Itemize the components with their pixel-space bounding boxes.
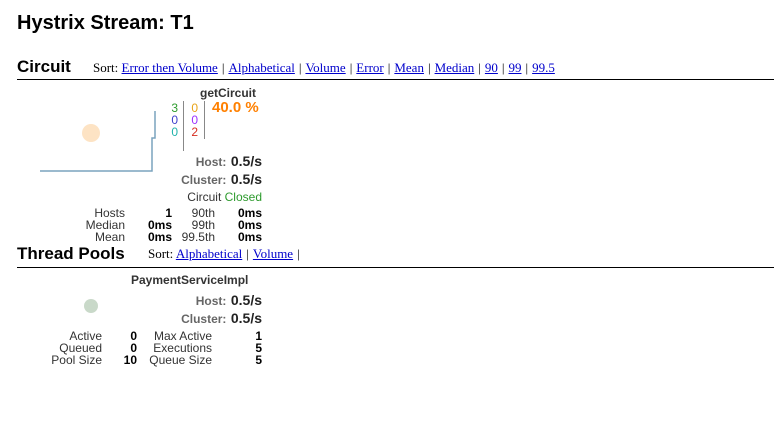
thread-pool-name: PaymentServiceImpl — [131, 273, 249, 287]
sort-99-link[interactable]: 99 — [508, 60, 522, 75]
circuit-status-row: Circuit Closed — [150, 190, 262, 204]
pool-host-rate-row: Host: 0.5/s — [150, 292, 262, 310]
bad-request-count: 0 — [171, 125, 178, 139]
circuit-sort-bar: Sort: Error then Volume | Alphabetical | Vol… — [93, 60, 555, 75]
page-title: Hystrix Stream: T1 — [17, 12, 194, 34]
active-label: Active — [69, 329, 102, 343]
thread-pools-sort-bar: Sort: Alphabetical | Volume | — [148, 246, 300, 261]
median-label: Median — [85, 218, 125, 232]
active-value: 0 — [130, 329, 137, 343]
p99-5-label: 99.5th — [181, 230, 215, 244]
sort-label: Sort: — [93, 60, 119, 75]
cluster-label: Cluster: — [181, 173, 227, 187]
circuit-label: Circuit — [187, 190, 222, 204]
cluster-rate: 0.5/s — [230, 171, 262, 187]
p99-value: 0ms — [237, 218, 262, 232]
sort-volume-link[interactable]: Volume — [305, 60, 346, 75]
pool-health-bubble — [84, 299, 98, 313]
failure-count: 2 — [191, 125, 198, 139]
circuit-name: getCircuit — [200, 86, 257, 100]
sort-mean-link[interactable]: Mean — [394, 60, 424, 75]
success-count: 3 — [171, 101, 178, 115]
p99-5-value: 0ms — [237, 230, 262, 244]
pool-cluster-rate: 0.5/s — [230, 310, 262, 326]
queued-label: Queued — [59, 341, 102, 355]
p90-value: 0ms — [237, 206, 262, 220]
pool-cluster-rate-row: Cluster: 0.5/s — [150, 310, 262, 328]
sort-90-link[interactable]: 90 — [484, 60, 498, 75]
pool-host-label: Host: — [195, 294, 227, 308]
queue-size-label: Queue Size — [149, 353, 212, 367]
sort-error-link[interactable]: Error — [356, 60, 384, 75]
health-bubble — [82, 124, 100, 142]
sort-alphabetical-link[interactable]: Alphabetical — [228, 60, 295, 75]
circuit-status: Closed — [224, 190, 262, 204]
pool-host-rate: 0.5/s — [230, 292, 262, 308]
queued-value: 0 — [130, 341, 137, 355]
max-active-value: 1 — [255, 329, 262, 343]
p90-label: 90th — [191, 206, 215, 220]
executions-label: Executions — [153, 341, 212, 355]
queue-size-value: 5 — [255, 353, 262, 367]
pool-sort-alphabetical-link[interactable]: Alphabetical — [175, 246, 243, 261]
host-rate-row: Host: 0.5/s — [150, 153, 262, 171]
counts-divider-2 — [204, 101, 205, 139]
counts-divider — [183, 101, 184, 151]
pool-size-label: Pool Size — [51, 353, 102, 367]
p99-label: 99th — [191, 218, 215, 232]
circuit-divider — [17, 79, 774, 80]
sort-error-then-volume-link[interactable]: Error then Volume — [121, 60, 218, 75]
median-value: 0ms — [147, 218, 172, 232]
timeout-count: 0 — [191, 101, 198, 115]
host-rate: 0.5/s — [230, 153, 262, 169]
rejected-count: 0 — [191, 113, 198, 127]
sort-label: Sort: — [148, 246, 174, 261]
executions-value: 5 — [255, 341, 262, 355]
traffic-sparkline — [40, 111, 156, 172]
hosts-value: 1 — [165, 206, 172, 220]
hosts-label: Hosts — [94, 206, 125, 220]
thread-pools-divider — [17, 267, 774, 268]
circuit-section-title: Circuit — [17, 57, 71, 76]
sort-99-5-link[interactable]: 99.5 — [532, 60, 555, 75]
pool-sort-volume-link[interactable]: Volume — [252, 246, 294, 261]
sort-median-link[interactable]: Median — [434, 60, 475, 75]
pool-size-value: 10 — [123, 353, 137, 367]
error-percentage: 40.0 % — [212, 99, 259, 116]
thread-pools-section-title: Thread Pools — [17, 244, 125, 263]
mean-label: Mean — [94, 230, 125, 244]
pool-cluster-label: Cluster: — [181, 312, 227, 326]
cluster-rate-row: Cluster: 0.5/s — [150, 171, 262, 189]
host-label: Host: — [195, 155, 227, 169]
mean-value: 0ms — [147, 230, 172, 244]
max-active-label: Max Active — [153, 329, 212, 343]
short-circuited-count: 0 — [171, 113, 178, 127]
